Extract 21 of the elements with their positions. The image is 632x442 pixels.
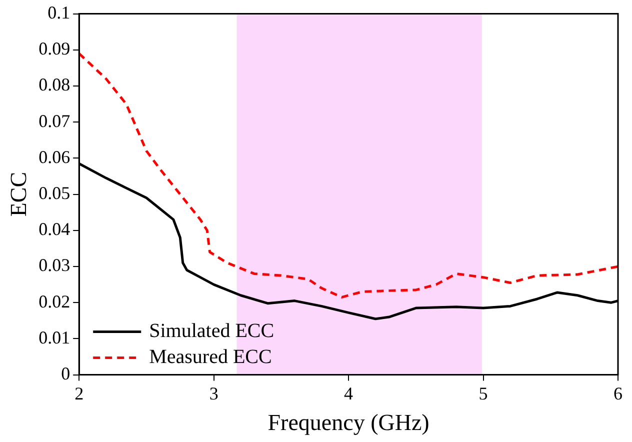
line-series [79,52,618,298]
x-tick-label: 4 [344,383,354,404]
y-tick-label: 0.08 [38,74,70,95]
y-tick-label: 0.04 [38,219,70,240]
y-tick-label: 0.09 [38,38,70,59]
x-axis-title: Frequency (GHz) [268,410,430,436]
x-tick-label: 2 [74,383,84,404]
y-axis-title: ECC [6,172,31,217]
y-tick-label: 0.06 [38,146,70,167]
x-tick-label: 3 [209,383,218,404]
y-tick-label: 0 [61,364,70,384]
x-tick-label: 6 [614,383,622,404]
y-tick-label: 0.1 [48,2,70,23]
legend-label: Measured ECC [149,346,272,368]
legend-label: Simulated ECC [149,320,274,342]
y-tick-label: 0.05 [38,183,70,204]
x-tick-label: 5 [478,383,488,404]
y-tick-label: 0.03 [38,255,70,276]
y-tick-label: 0.02 [38,291,70,312]
y-tick-label: 0.01 [38,327,70,348]
y-tick-label: 0.07 [38,110,70,131]
